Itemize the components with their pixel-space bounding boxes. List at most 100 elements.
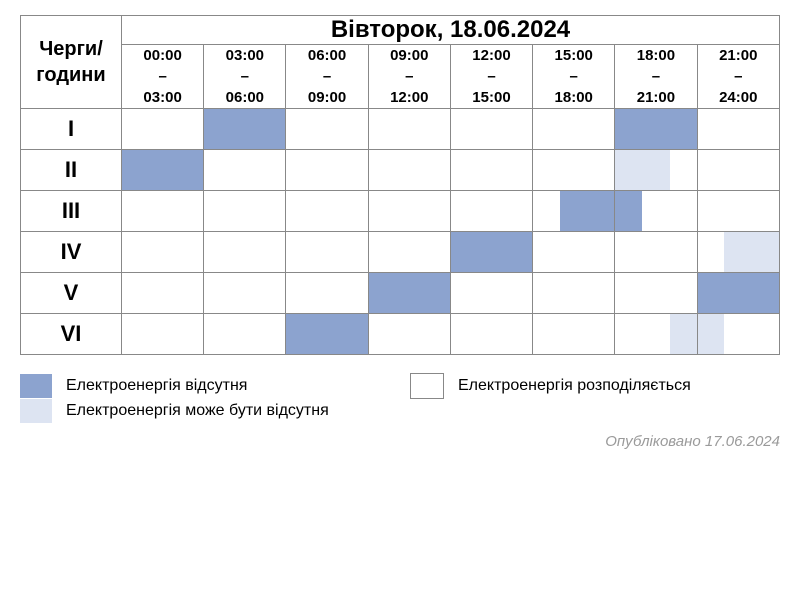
schedule-cell [368, 314, 395, 355]
schedule-cell [752, 273, 780, 314]
schedule-cell [122, 109, 149, 150]
schedule-cell [176, 150, 203, 191]
schedule-cell [286, 109, 313, 150]
legend-item-maybe: Електроенергія може бути відсутня [20, 399, 329, 423]
schedule-cell [697, 273, 724, 314]
schedule-cell [231, 109, 258, 150]
schedule-cell [450, 150, 477, 191]
schedule-cell [587, 150, 614, 191]
schedule-cell [341, 150, 368, 191]
schedule-cell [724, 191, 751, 232]
schedule-cell [752, 150, 780, 191]
corner-line2: години [36, 64, 105, 86]
schedule-cell [642, 109, 669, 150]
schedule-cell [122, 314, 149, 355]
schedule-cell [396, 150, 423, 191]
schedule-cell [478, 232, 505, 273]
legend-label-on: Електроенергія розподіляється [458, 377, 691, 395]
schedule-cell [560, 314, 587, 355]
schedule-cell [368, 191, 395, 232]
queue-row: VI [21, 314, 780, 355]
schedule-cell [423, 150, 450, 191]
schedule-cell [752, 191, 780, 232]
queue-label: V [21, 273, 122, 314]
schedule-cell [368, 232, 395, 273]
schedule-cell [670, 232, 697, 273]
schedule-cell [286, 273, 313, 314]
time-slot-header: 03:00–06:00 [204, 45, 286, 109]
schedule-cell [259, 314, 286, 355]
schedule-cell [122, 232, 149, 273]
schedule-cell [122, 150, 149, 191]
schedule-cell [560, 273, 587, 314]
schedule-cell [587, 314, 614, 355]
schedule-cell [204, 232, 231, 273]
schedule-cell [149, 273, 176, 314]
schedule-cell [642, 191, 669, 232]
legend-label-maybe: Електроенергія може бути відсутня [66, 402, 329, 420]
schedule-cell [697, 150, 724, 191]
schedule-cell [450, 232, 477, 273]
schedule-cell [670, 150, 697, 191]
schedule-cell [313, 232, 340, 273]
schedule-cell [615, 232, 642, 273]
schedule-cell [396, 273, 423, 314]
schedule-cell [231, 191, 258, 232]
schedule-cell [533, 232, 560, 273]
schedule-cell [670, 191, 697, 232]
schedule-cell [149, 150, 176, 191]
schedule-cell [259, 273, 286, 314]
queue-row: IV [21, 232, 780, 273]
schedule-cell [204, 273, 231, 314]
schedule-wrap: Черги/годиниВівторок, 18.06.202400:00–03… [20, 15, 780, 450]
schedule-cell [505, 150, 532, 191]
schedule-cell [478, 150, 505, 191]
schedule-cell [368, 273, 395, 314]
schedule-cell [176, 191, 203, 232]
schedule-cell [204, 109, 231, 150]
schedule-cell [670, 273, 697, 314]
schedule-cell [396, 232, 423, 273]
schedule-cell [724, 273, 751, 314]
legend-swatch-on [410, 373, 444, 399]
schedule-cell [204, 150, 231, 191]
schedule-cell [231, 232, 258, 273]
schedule-cell [423, 314, 450, 355]
schedule-cell [697, 232, 724, 273]
queue-label: IV [21, 232, 122, 273]
schedule-cell [286, 191, 313, 232]
schedule-cell [478, 273, 505, 314]
schedule-cell [204, 314, 231, 355]
schedule-cell [560, 109, 587, 150]
schedule-cell [752, 109, 780, 150]
schedule-cell [176, 232, 203, 273]
corner-line1: Черги/ [39, 38, 103, 60]
schedule-cell [752, 314, 780, 355]
schedule-cell [450, 314, 477, 355]
schedule-cell [670, 314, 697, 355]
schedule-cell [423, 273, 450, 314]
schedule-cell [642, 273, 669, 314]
schedule-cell [478, 109, 505, 150]
schedule-cell [396, 191, 423, 232]
published-note: Опубліковано 17.06.2024 [20, 433, 780, 450]
schedule-cell [231, 150, 258, 191]
schedule-cell [368, 109, 395, 150]
schedule-cell [505, 273, 532, 314]
schedule-cell [423, 191, 450, 232]
schedule-cell [697, 314, 724, 355]
schedule-cell [587, 273, 614, 314]
schedule-cell [533, 109, 560, 150]
schedule-cell [341, 191, 368, 232]
schedule-cell [505, 232, 532, 273]
schedule-cell [697, 191, 724, 232]
schedule-cell [341, 314, 368, 355]
schedule-cell [176, 109, 203, 150]
time-slot-header: 12:00–15:00 [450, 45, 532, 109]
schedule-cell [341, 232, 368, 273]
schedule-cell [724, 109, 751, 150]
queue-label: VI [21, 314, 122, 355]
schedule-cell [450, 191, 477, 232]
schedule-cell [259, 150, 286, 191]
time-slot-header: 06:00–09:00 [286, 45, 368, 109]
